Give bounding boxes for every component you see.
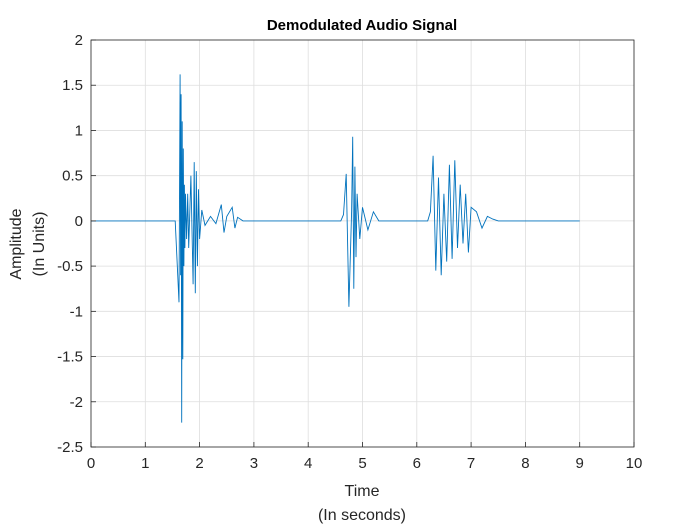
x-tick-label: 8 — [521, 455, 529, 472]
x-tick-label: 7 — [467, 455, 475, 472]
y-tick-label: 1.5 — [62, 77, 83, 94]
chart-title: Demodulated Audio Signal — [267, 17, 457, 34]
y-tick-label: -1.5 — [57, 349, 83, 366]
y-axis-ticks: 2 1.5 1 0.5 0 -0.5 -1 -1.5 -2 -2.5 — [57, 32, 96, 456]
x-axis-label: Time — [345, 483, 380, 500]
y-tick-label: -0.5 — [57, 258, 83, 275]
x-axis-ticks: 0 1 2 3 4 5 6 7 8 9 10 — [87, 442, 643, 472]
y-tick-label: -2 — [70, 394, 83, 411]
signal-line — [91, 74, 580, 423]
x-axis-label-unit: (In seconds) — [318, 507, 406, 524]
y-axis-label: Amplitude — [8, 208, 25, 279]
x-tick-label: 10 — [626, 455, 643, 472]
x-tick-label: 2 — [195, 455, 203, 472]
x-tick-label: 4 — [304, 455, 312, 472]
y-axis-label-unit: (In Units) — [31, 212, 48, 277]
x-tick-label: 0 — [87, 455, 95, 472]
x-tick-label: 5 — [358, 455, 366, 472]
y-tick-label: -1 — [70, 303, 83, 320]
y-tick-label: 1 — [75, 122, 83, 139]
x-tick-label: 1 — [141, 455, 149, 472]
y-tick-label: 2 — [75, 32, 83, 49]
x-tick-label: 3 — [250, 455, 258, 472]
y-tick-label: 0.5 — [62, 168, 83, 185]
y-tick-label: -2.5 — [57, 439, 83, 456]
x-tick-label: 9 — [576, 455, 584, 472]
x-tick-label: 6 — [413, 455, 421, 472]
y-tick-label: 0 — [75, 213, 83, 230]
